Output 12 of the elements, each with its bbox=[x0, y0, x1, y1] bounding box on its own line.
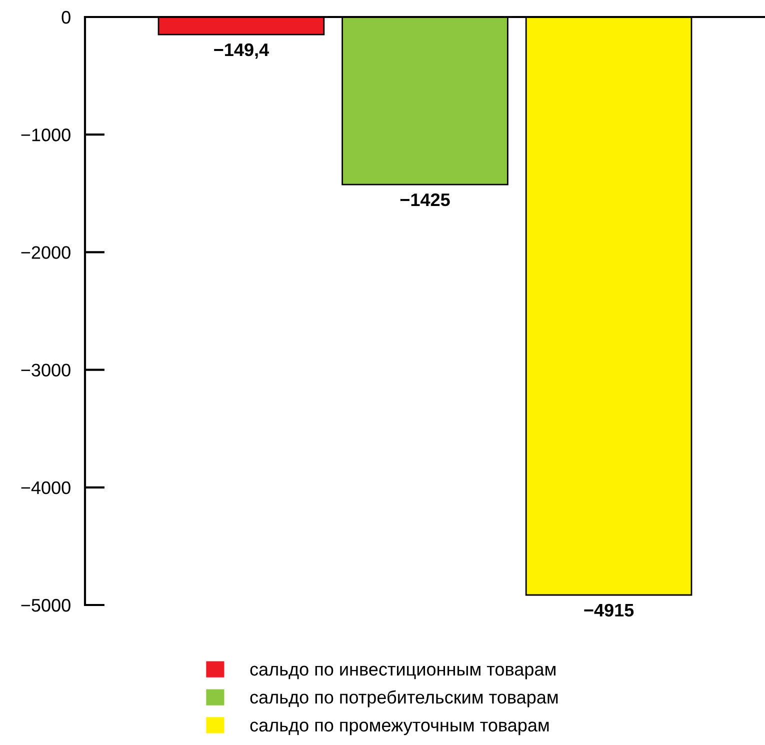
data-label: −1425 bbox=[400, 193, 450, 206]
y-tick-label: −4000 bbox=[21, 481, 70, 494]
legend-label: сальдо по инвестиционным товарам bbox=[250, 666, 556, 680]
y-tick-label: −2000 bbox=[21, 246, 70, 259]
y-tick-label: −5000 bbox=[21, 598, 70, 612]
data-label: −149,4 bbox=[214, 43, 269, 59]
legend-label: сальдо по потребительским товарам bbox=[250, 690, 558, 708]
y-tick-label: 0 bbox=[62, 10, 70, 24]
legend-label: сальдо по промежуточным товарам bbox=[250, 722, 549, 736]
data-label: −4915 bbox=[584, 604, 634, 617]
y-tick-label: −1000 bbox=[21, 128, 70, 142]
y-tick-label: −3000 bbox=[21, 364, 70, 377]
